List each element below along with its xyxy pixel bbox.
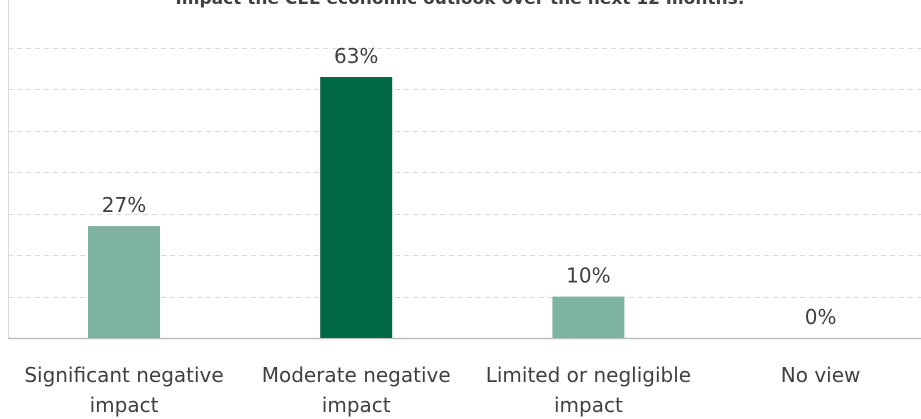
x-tick-label: Limited or negligible impact bbox=[486, 363, 691, 417]
bar bbox=[552, 296, 625, 338]
x-tick-label: No view bbox=[781, 363, 861, 387]
data-label: 27% bbox=[102, 193, 146, 217]
x-tick-label-line: No view bbox=[781, 363, 861, 387]
x-tick-label-line: Significant negative bbox=[24, 363, 223, 387]
data-label: 10% bbox=[566, 264, 610, 288]
x-tick-label-line: impact bbox=[90, 393, 159, 417]
data-label: 63% bbox=[334, 44, 378, 68]
bars bbox=[88, 77, 625, 338]
gridlines bbox=[8, 0, 921, 340]
data-labels: 27% 63% 10% 0% bbox=[102, 44, 837, 329]
x-tick-label-line: Limited or negligible bbox=[486, 363, 691, 387]
x-tick-label-line: impact bbox=[554, 393, 623, 417]
x-tick-label-line: impact bbox=[322, 393, 391, 417]
x-tick-label: Moderate negative impact bbox=[262, 363, 451, 417]
x-tick-label: Significant negative impact bbox=[24, 363, 223, 417]
data-label: 0% bbox=[805, 305, 837, 329]
bar bbox=[320, 77, 393, 338]
x-tick-label-line: Moderate negative bbox=[262, 363, 451, 387]
bar bbox=[88, 226, 160, 338]
chart-title: Impact the CEE economic outlook over the… bbox=[175, 0, 744, 9]
